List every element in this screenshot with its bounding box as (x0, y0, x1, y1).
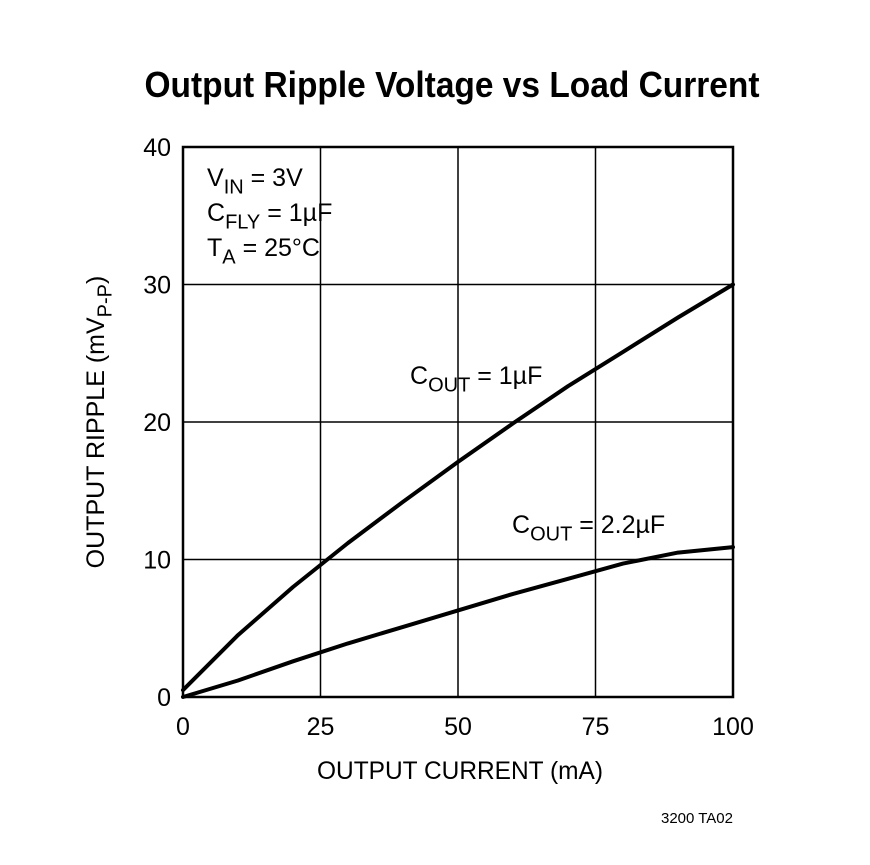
plot-frame (181, 145, 735, 699)
footnote: 3200 TA02 (661, 810, 733, 827)
y-axis-label: OUTPUT RIPPLE (mVP-P) (82, 276, 117, 569)
series-label: COUT = 2.2µF (512, 511, 665, 546)
series-label: COUT = 1µF (410, 362, 542, 397)
text-part: C (512, 511, 530, 539)
y-tick-label: 10 (143, 547, 171, 575)
text-part: = 2.2µF (572, 511, 665, 539)
x-tick-label: 75 (582, 713, 610, 741)
series-line (181, 545, 735, 699)
y-tick-label: 0 (157, 684, 171, 712)
y-tick-label: 20 (143, 409, 171, 437)
text-part: ) (82, 276, 110, 284)
text-part: T (207, 234, 222, 262)
subscript: OUT (530, 524, 572, 546)
y-tick-label: 30 (143, 272, 171, 300)
subscript: IN (224, 177, 244, 199)
subscript: FLY (225, 212, 260, 234)
text-part: OUTPUT RIPPLE (mV (82, 317, 110, 568)
subscript: P-P (95, 284, 117, 317)
x-tick-label: 25 (307, 713, 335, 741)
x-axis-label: OUTPUT CURRENT (mA) (317, 757, 603, 785)
text-part: = 1µF (260, 199, 332, 227)
x-tick-label: 0 (176, 713, 190, 741)
x-tick-label: 100 (712, 713, 754, 741)
x-tick-label: 50 (444, 713, 472, 741)
text-part: C (410, 362, 428, 390)
y-tick-label: 40 (143, 134, 171, 162)
text-part: = 1µF (470, 362, 542, 390)
text-part: = 25°C (236, 234, 320, 262)
text-part: V (207, 164, 224, 192)
text-part: C (207, 199, 225, 227)
chart-title: Output Ripple Voltage vs Load Current (145, 64, 760, 105)
annotation: VIN = 3V (207, 164, 303, 199)
series-line (181, 282, 735, 693)
annotation: TA = 25°C (207, 234, 320, 269)
subscript: A (222, 247, 236, 269)
text-part: = 3V (244, 164, 303, 192)
subscript: OUT (428, 375, 470, 397)
annotation: CFLY = 1µF (207, 199, 332, 234)
